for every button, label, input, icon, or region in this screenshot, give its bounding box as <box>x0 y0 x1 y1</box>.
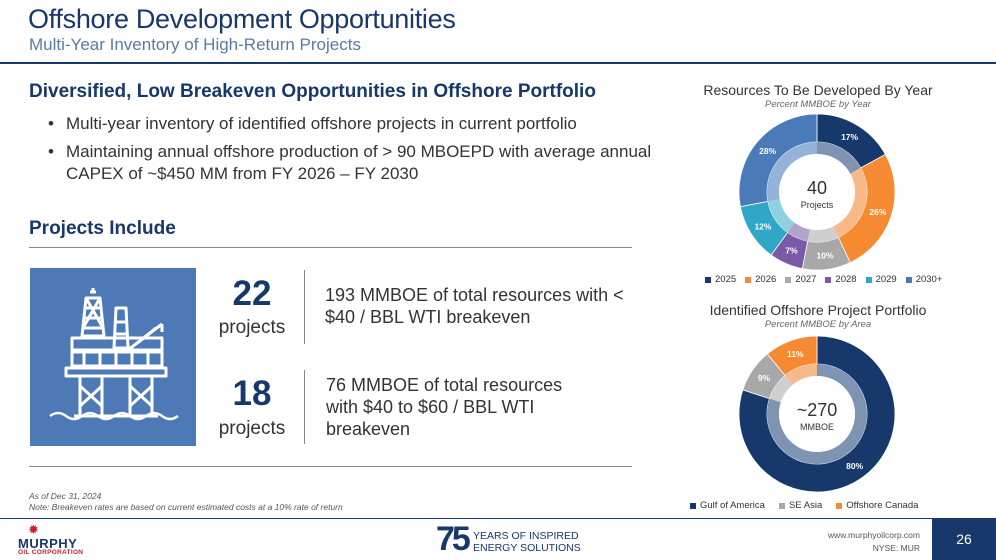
legend-swatch <box>825 276 832 283</box>
slice-label: 80% <box>846 461 863 471</box>
donut-inner-ring <box>833 167 867 238</box>
legend-swatch <box>836 502 843 509</box>
donut-chart-by-area: 80% 9% 11% ~270 MMBOE <box>738 335 896 493</box>
chart-legend: Gulf of America SE Asia Offshore Canada <box>690 500 918 511</box>
anniversary-logo: 75 <box>436 520 471 558</box>
anniversary-text: ENERGY SOLUTIONS <box>473 542 581 554</box>
donut-inner-ring <box>807 226 839 242</box>
legend-item: SE Asia <box>778 500 823 511</box>
legend-label: 2027 <box>795 274 817 285</box>
divider <box>304 370 305 444</box>
project-description: 193 MMBOE of total resources with < $40 … <box>325 285 624 327</box>
company-logo: MURPHY <box>18 536 78 551</box>
legend-label: Offshore Canada <box>846 500 919 511</box>
legend-item: Offshore Canada <box>836 500 918 511</box>
legend-item: Gulf of America <box>690 500 765 511</box>
donut-inner-ring <box>767 142 817 202</box>
legend-swatch <box>690 502 696 509</box>
slice-label: 17% <box>841 132 858 142</box>
slice-label: 11% <box>787 349 804 359</box>
bullet-text: Maintaining annual offshore production o… <box>66 142 652 183</box>
legend-item: 2026 <box>745 274 776 285</box>
legend-swatch <box>905 276 912 283</box>
legend-item: 2025 <box>705 274 736 285</box>
section-heading-portfolio: Diversified, Low Breakeven Opportunities… <box>29 81 596 102</box>
legend-swatch <box>705 276 711 283</box>
legend-swatch <box>745 276 752 283</box>
page-number: 26 <box>932 518 996 560</box>
legend-label: 2026 <box>755 274 777 285</box>
donut-hole <box>779 154 855 230</box>
center-label: MMBOE <box>800 422 834 432</box>
donut-chart-by-year: 17% 26% 10% 7% 12% 28% 40 Projects <box>738 113 896 271</box>
project-description: 76 MMBOE of total resources with $40 to … <box>326 375 563 439</box>
legend-label: 2029 <box>875 274 897 285</box>
donut-inner-ring <box>817 142 861 174</box>
slice-label: 26% <box>869 207 886 217</box>
donut-inner-ring <box>785 364 817 385</box>
legend-label: SE Asia <box>788 500 823 511</box>
center-value: ~270 <box>797 400 838 420</box>
slice-label: 12% <box>754 221 771 231</box>
footnote-breakeven: Note: Breakeven rates are based on curre… <box>29 502 343 512</box>
project-count-label: projects <box>218 317 286 338</box>
chart-subtitle: Percent MMBOE by Year <box>765 99 871 110</box>
slice-label: 9% <box>758 373 771 383</box>
donut-inner-ring <box>787 222 810 242</box>
offshore-rig-icon <box>30 268 196 446</box>
divider <box>29 247 632 248</box>
page-title: Offshore Development Opportunities <box>28 4 456 34</box>
chart-legend: 2025 2026 2027 2028 2029 2030+ <box>705 274 942 285</box>
project-count-mid-breakeven: 18 <box>232 374 272 413</box>
bullet-dot-icon: • <box>48 114 54 133</box>
divider <box>29 466 632 467</box>
donut-hole <box>779 376 855 452</box>
legend-label: 2025 <box>715 274 737 285</box>
footnote-date: As of Dec 31, 2024 <box>29 491 102 501</box>
slice-label: 7% <box>785 246 798 256</box>
legend-item: 2028 <box>825 274 857 285</box>
donut-inner-ring <box>767 199 795 233</box>
footer-divider <box>0 518 996 519</box>
stock-ticker: NYSE: MUR <box>872 543 920 553</box>
section-heading-projects: Projects Include <box>29 218 176 239</box>
chart-title: Identified Offshore Project Portfolio <box>709 302 927 318</box>
slice-label: 10% <box>817 250 834 260</box>
chart-subtitle: Percent MMBOE by Area <box>764 319 872 330</box>
anniversary-text: YEARS OF INSPIRED <box>473 530 579 542</box>
company-logo-sub: OIL CORPORATION <box>18 549 84 556</box>
legend-label: 2028 <box>835 274 857 285</box>
legend-item: 2029 <box>865 274 897 285</box>
donut-inner-ring <box>769 375 793 403</box>
chart-title: Resources To Be Developed By Year <box>703 82 933 98</box>
legend-item: 2030+ <box>905 274 943 285</box>
legend-label: Gulf of America <box>700 500 765 511</box>
company-url: www.murphyoilcorp.com <box>827 530 920 540</box>
center-value: 40 <box>807 178 827 198</box>
legend-swatch <box>785 276 792 283</box>
legend-swatch <box>778 502 785 509</box>
project-count-low-breakeven: 22 <box>232 274 272 313</box>
legend-item: 2027 <box>785 274 816 285</box>
legend-swatch <box>865 276 872 283</box>
page-subtitle: Multi-Year Inventory of High-Return Proj… <box>29 35 361 54</box>
slice-label: 28% <box>759 146 776 156</box>
bullet-text: Multi-year inventory of identified offsh… <box>66 114 577 133</box>
divider <box>304 270 305 344</box>
center-label: Projects <box>801 200 834 210</box>
legend-label: 2030+ <box>915 274 943 285</box>
title-divider <box>0 62 996 64</box>
star-logo-icon: ✹ <box>28 522 39 537</box>
bullet-dot-icon: • <box>48 142 54 161</box>
project-count-label: projects <box>218 418 286 439</box>
